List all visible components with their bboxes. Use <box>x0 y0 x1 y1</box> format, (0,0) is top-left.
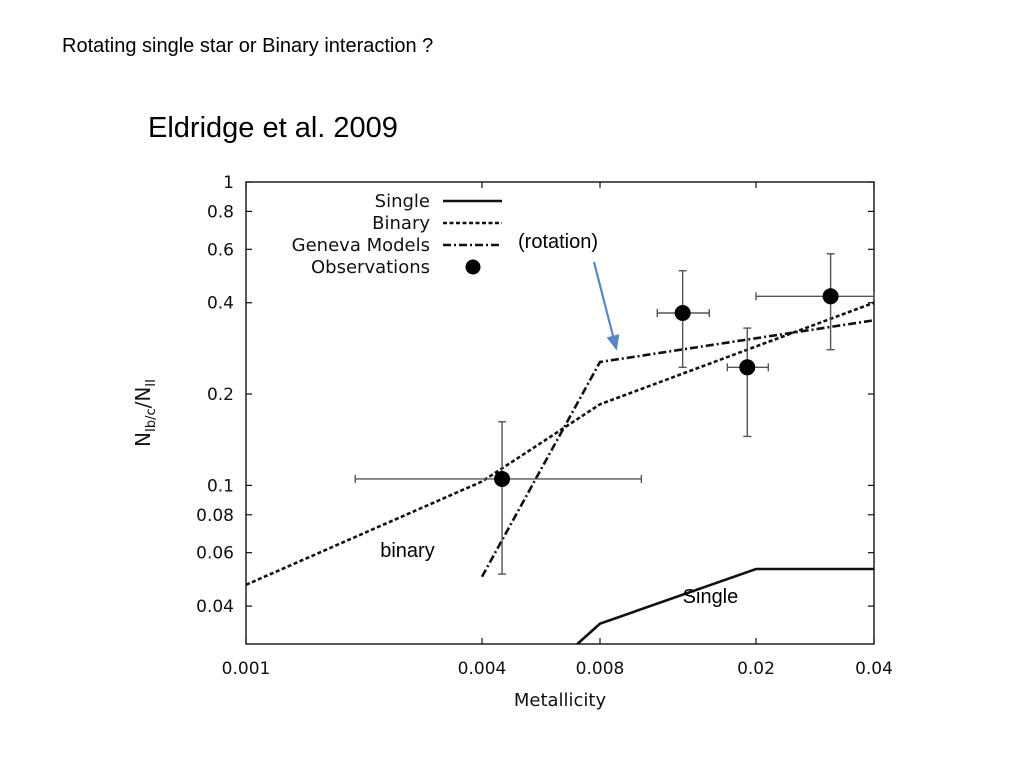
x-tick-label: 0.001 <box>222 659 271 679</box>
observations <box>354 253 875 575</box>
reference-title: Eldridge et al. 2009 <box>148 112 398 144</box>
y-tick-label: 0.1 <box>207 476 234 496</box>
observation-point <box>494 470 511 487</box>
series-line-single <box>576 567 874 645</box>
legend-label: Single <box>375 191 430 212</box>
y-axis-sub2: II <box>144 379 159 387</box>
y-axis-main: N <box>131 432 155 447</box>
y-axis-sub1: Ib/c <box>144 408 159 432</box>
y-tick-label: 0.08 <box>196 506 234 526</box>
legend-label: Binary <box>372 213 430 234</box>
y-tick-label: 0.06 <box>196 544 234 564</box>
legend-label: Observations <box>311 257 430 278</box>
observation-point <box>739 359 756 376</box>
series-line-geneva-models <box>480 319 875 578</box>
y-tick-label: 1 <box>223 173 234 193</box>
series-line-binary <box>245 301 875 586</box>
observation-point <box>822 288 839 305</box>
series-lines <box>245 301 875 645</box>
slide-title: Rotating single star or Binary interacti… <box>62 35 434 57</box>
annotation-rotation: (rotation) <box>518 231 598 253</box>
legend-label: Geneva Models <box>292 235 430 256</box>
x-tick-label: 0.02 <box>737 659 775 679</box>
annotation-single: Single <box>683 586 739 608</box>
x-tick-label: 0.004 <box>458 659 507 679</box>
y-tick-label: 0.04 <box>196 597 234 617</box>
plot-frame <box>245 181 875 645</box>
y-tick-label: 0.2 <box>207 385 234 405</box>
y-tick-label: 0.4 <box>207 294 234 314</box>
y-tick-label: 0.6 <box>207 240 234 260</box>
legend-marker <box>465 259 481 275</box>
x-axis-title: Metallicity <box>514 690 607 711</box>
annotation-arrow <box>592 261 620 351</box>
y-axis-title: NIb/c/NII <box>131 379 159 447</box>
y-axis-slash: /N <box>131 387 155 409</box>
axis-ticks: 0.001 0.004 0.008 0.02 0.04 1 0.8 0.6 0.4 0.2 0.1 0… <box>196 173 893 679</box>
x-tick-label: 0.008 <box>576 659 625 679</box>
annotations: (rotation) binary Single <box>380 231 738 608</box>
x-tick-label: 0.04 <box>855 659 893 679</box>
annotation-binary: binary <box>380 540 434 562</box>
observation-point <box>674 304 691 321</box>
y-tick-label: 0.8 <box>207 202 234 222</box>
